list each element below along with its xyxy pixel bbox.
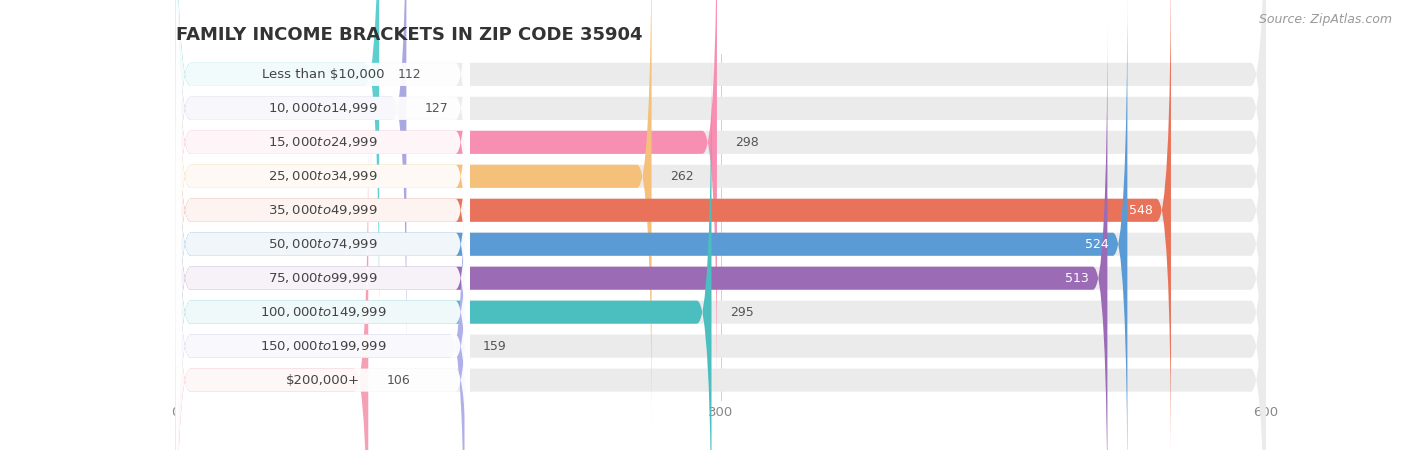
- Text: 513: 513: [1066, 272, 1090, 285]
- FancyBboxPatch shape: [176, 86, 464, 450]
- FancyBboxPatch shape: [176, 0, 1265, 403]
- FancyBboxPatch shape: [176, 0, 1265, 450]
- Text: 159: 159: [482, 340, 506, 353]
- FancyBboxPatch shape: [176, 0, 1128, 450]
- FancyBboxPatch shape: [176, 52, 1265, 450]
- Text: 295: 295: [730, 306, 754, 319]
- Text: 548: 548: [1129, 204, 1153, 217]
- Text: Source: ZipAtlas.com: Source: ZipAtlas.com: [1258, 14, 1392, 27]
- Text: $75,000 to $99,999: $75,000 to $99,999: [269, 271, 378, 285]
- Text: Less than $10,000: Less than $10,000: [262, 68, 384, 81]
- FancyBboxPatch shape: [176, 0, 1265, 369]
- FancyBboxPatch shape: [176, 0, 470, 369]
- FancyBboxPatch shape: [176, 52, 470, 450]
- Text: $15,000 to $24,999: $15,000 to $24,999: [269, 135, 378, 149]
- FancyBboxPatch shape: [176, 0, 406, 369]
- FancyBboxPatch shape: [176, 18, 1108, 450]
- FancyBboxPatch shape: [176, 0, 1265, 335]
- FancyBboxPatch shape: [176, 52, 711, 450]
- Text: 298: 298: [735, 136, 759, 149]
- FancyBboxPatch shape: [176, 0, 1171, 450]
- Text: 106: 106: [387, 374, 411, 387]
- Text: 262: 262: [669, 170, 693, 183]
- FancyBboxPatch shape: [176, 18, 1265, 450]
- Text: 127: 127: [425, 102, 449, 115]
- FancyBboxPatch shape: [176, 0, 717, 403]
- FancyBboxPatch shape: [176, 120, 368, 450]
- Text: $10,000 to $14,999: $10,000 to $14,999: [269, 101, 378, 115]
- FancyBboxPatch shape: [176, 0, 1265, 436]
- FancyBboxPatch shape: [176, 86, 470, 450]
- Text: $200,000+: $200,000+: [285, 374, 360, 387]
- Text: $150,000 to $199,999: $150,000 to $199,999: [260, 339, 387, 353]
- FancyBboxPatch shape: [176, 86, 1265, 450]
- FancyBboxPatch shape: [176, 120, 1265, 450]
- Text: 112: 112: [398, 68, 420, 81]
- FancyBboxPatch shape: [176, 0, 1265, 450]
- FancyBboxPatch shape: [176, 0, 470, 436]
- FancyBboxPatch shape: [176, 0, 470, 450]
- Text: $50,000 to $74,999: $50,000 to $74,999: [269, 237, 378, 251]
- FancyBboxPatch shape: [176, 0, 470, 450]
- Text: $100,000 to $149,999: $100,000 to $149,999: [260, 305, 387, 319]
- Text: 524: 524: [1085, 238, 1109, 251]
- Text: $25,000 to $34,999: $25,000 to $34,999: [269, 169, 378, 183]
- Text: FAMILY INCOME BRACKETS IN ZIP CODE 35904: FAMILY INCOME BRACKETS IN ZIP CODE 35904: [176, 26, 643, 44]
- FancyBboxPatch shape: [176, 0, 380, 335]
- FancyBboxPatch shape: [176, 18, 470, 450]
- FancyBboxPatch shape: [176, 0, 470, 403]
- FancyBboxPatch shape: [176, 0, 651, 436]
- FancyBboxPatch shape: [176, 0, 470, 335]
- Text: $35,000 to $49,999: $35,000 to $49,999: [269, 203, 378, 217]
- FancyBboxPatch shape: [176, 120, 470, 450]
